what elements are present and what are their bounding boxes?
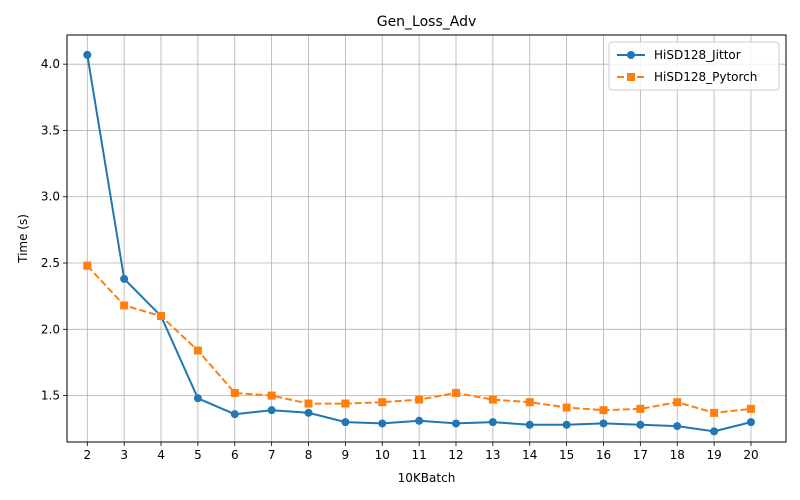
x-tick-label: 16 xyxy=(596,448,611,462)
data-point xyxy=(746,404,755,413)
x-tick-label: 7 xyxy=(268,448,276,462)
axis-ticks: 2 3 4 5 6 7 8 9 10 11 12 13 14 15 16 17 18 19 20 1.5 2.0 2.5 3… xyxy=(41,57,759,462)
plot-area-frame xyxy=(66,34,787,443)
legend-marker-0 xyxy=(627,51,635,59)
data-point xyxy=(304,408,313,417)
x-tick-label: 11 xyxy=(411,448,426,462)
data-point xyxy=(230,388,239,397)
legend-marker-1 xyxy=(627,73,635,81)
data-point xyxy=(157,312,166,321)
data-point xyxy=(525,420,534,429)
legend-label-1: HiSD128_Pytorch xyxy=(654,70,757,84)
x-tick-label: 10 xyxy=(375,448,390,462)
legend-box xyxy=(608,41,780,91)
data-point xyxy=(83,50,92,59)
data-point xyxy=(710,408,719,417)
x-tick-label: 13 xyxy=(485,448,500,462)
x-tick-label: 4 xyxy=(157,448,165,462)
data-point xyxy=(341,418,350,427)
x-tick-label: 12 xyxy=(448,448,463,462)
legend: HiSD128_Jittor HiSD128_Pytorch xyxy=(608,41,780,91)
data-point xyxy=(415,395,424,404)
x-tick-label: 2 xyxy=(83,448,91,462)
data-point xyxy=(599,406,608,415)
chart-title: Gen_Loss_Adv xyxy=(377,14,477,30)
y-tick-label: 4.0 xyxy=(41,57,60,71)
data-point xyxy=(193,346,202,355)
data-point xyxy=(120,301,129,310)
data-point xyxy=(451,419,460,428)
y-tick-label: 2.0 xyxy=(41,322,60,336)
data-point xyxy=(488,395,497,404)
x-tick-label: 17 xyxy=(633,448,648,462)
data-point xyxy=(304,399,313,408)
data-point xyxy=(525,398,534,407)
x-tick-label: 3 xyxy=(120,448,128,462)
data-point xyxy=(378,419,387,428)
y-tick-label: 1.5 xyxy=(41,389,60,403)
y-tick-label: 3.0 xyxy=(41,190,60,204)
grid xyxy=(67,35,786,442)
y-axis-label: Time (s) xyxy=(16,214,30,264)
data-point xyxy=(120,274,129,283)
y-tick-label: 3.5 xyxy=(41,123,60,137)
x-tick-label: 15 xyxy=(559,448,574,462)
data-point xyxy=(83,261,92,270)
x-tick-label: 6 xyxy=(231,448,239,462)
x-axis-label: 10KBatch xyxy=(398,471,456,485)
data-point xyxy=(230,410,239,419)
x-tick-label: 9 xyxy=(342,448,350,462)
data-point xyxy=(193,394,202,403)
data-point xyxy=(415,416,424,425)
x-tick-label: 8 xyxy=(305,448,313,462)
data-point xyxy=(562,403,571,412)
data-point xyxy=(673,398,682,407)
data-point xyxy=(636,420,645,429)
data-point xyxy=(599,419,608,428)
data-point xyxy=(562,420,571,429)
x-tick-label: 19 xyxy=(706,448,721,462)
data-point xyxy=(451,388,460,397)
data-point xyxy=(341,399,350,408)
data-point xyxy=(267,391,276,400)
x-tick-label: 18 xyxy=(670,448,685,462)
data-point xyxy=(267,406,276,415)
x-tick-label: 14 xyxy=(522,448,537,462)
x-tick-label: 5 xyxy=(194,448,202,462)
data-point xyxy=(746,418,755,427)
legend-label-0: HiSD128_Jittor xyxy=(654,48,741,62)
data-point xyxy=(673,422,682,431)
x-tick-label: 20 xyxy=(743,448,758,462)
data-point xyxy=(636,404,645,413)
y-tick-label: 2.5 xyxy=(41,256,60,270)
series-layer xyxy=(83,50,755,436)
data-point xyxy=(710,427,719,436)
data-point xyxy=(488,418,497,427)
data-point xyxy=(378,398,387,407)
